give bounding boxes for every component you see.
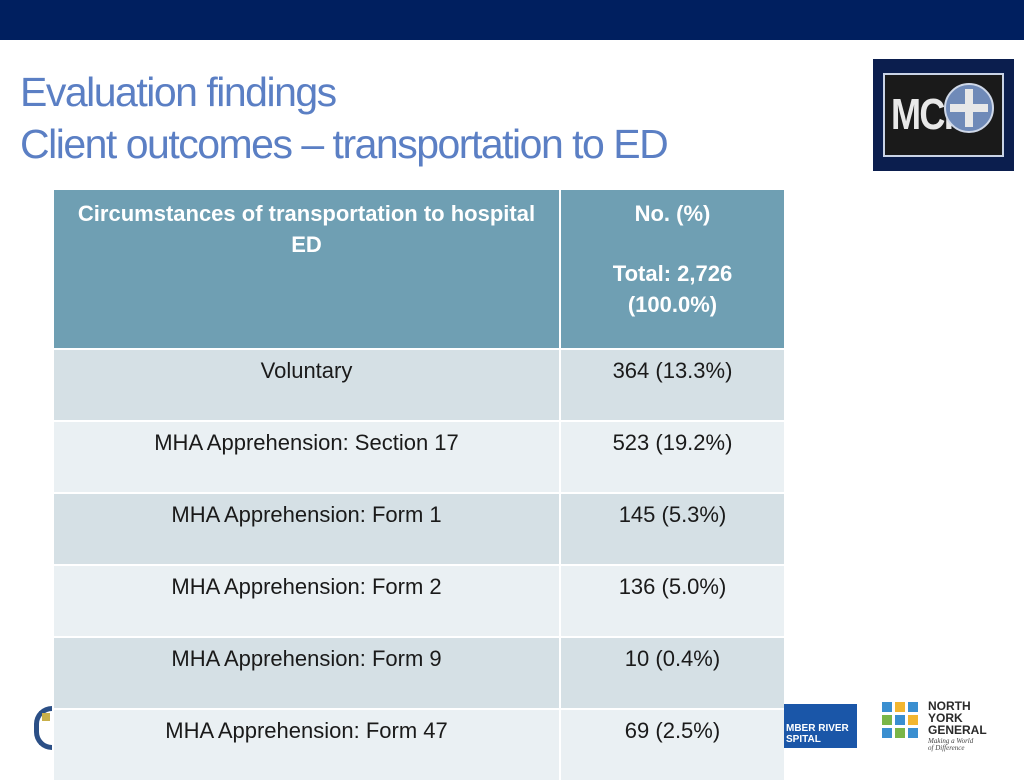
north-york-general-tagline: Making a World of Difference (928, 737, 974, 752)
transportation-table: Circumstances of transportation to hospi… (52, 188, 786, 782)
table-row: MHA Apprehension: Form 9 10 (0.4%) (52, 636, 786, 710)
cell-circumstance: MHA Apprehension: Section 17 (52, 420, 561, 494)
table-row: MHA Apprehension: Form 2 136 (5.0%) (52, 564, 786, 638)
header-count-label: No. (%) (634, 201, 711, 226)
cell-count: 69 (2.5%) (559, 708, 786, 782)
cell-circumstance: Voluntary (52, 348, 561, 422)
header-total: Total: 2,726 (612, 261, 733, 286)
humber-river-hospital-logo: MBER RIVER SPITAL (784, 704, 857, 748)
cell-circumstance: MHA Apprehension: Form 9 (52, 636, 561, 710)
north-york-general-name: NORTH YORK GENERAL (928, 699, 987, 737)
slide-title: Evaluation findings Client outcomes – tr… (20, 66, 669, 170)
cell-circumstance: MHA Apprehension: Form 47 (52, 708, 561, 782)
top-banner-bar (0, 0, 1024, 40)
cell-count: 364 (13.3%) (559, 348, 786, 422)
cell-circumstance: MHA Apprehension: Form 1 (52, 492, 561, 566)
north-york-general-logo: NORTH YORK GENERAL Making a World of Dif… (880, 698, 1010, 758)
mcit-badge-icon (944, 83, 994, 133)
header-count: No. (%) Total: 2,726 (100.0%) (559, 188, 786, 350)
header-circumstances: Circumstances of transportation to hospi… (52, 188, 561, 350)
partner-logo-left-icon (34, 706, 52, 750)
north-york-general-mark-icon (882, 702, 918, 738)
cell-count: 10 (0.4%) (559, 636, 786, 710)
header-circumstances-text: Circumstances of transportation to hospi… (77, 201, 536, 257)
title-line-1: Evaluation findings (20, 69, 337, 115)
table-row: Voluntary 364 (13.3%) (52, 348, 786, 422)
header-total-percent: (100.0%) (627, 292, 718, 317)
humber-river-logo-text: MBER RIVER SPITAL (786, 723, 849, 745)
title-line-2: Client outcomes – transportation to ED (20, 121, 669, 167)
cell-circumstance: MHA Apprehension: Form 2 (52, 564, 561, 638)
cell-count: 145 (5.3%) (559, 492, 786, 566)
mcit-logo-frame: MCIT (883, 73, 1004, 157)
cell-count: 523 (19.2%) (559, 420, 786, 494)
table-row: MHA Apprehension: Form 1 145 (5.3%) (52, 492, 786, 566)
table-header-row: Circumstances of transportation to hospi… (52, 188, 786, 350)
table-row: MHA Apprehension: Form 47 69 (2.5%) (52, 708, 786, 782)
cell-count: 136 (5.0%) (559, 564, 786, 638)
table-row: MHA Apprehension: Section 17 523 (19.2%) (52, 420, 786, 494)
mcit-logo: MCIT (873, 59, 1014, 171)
